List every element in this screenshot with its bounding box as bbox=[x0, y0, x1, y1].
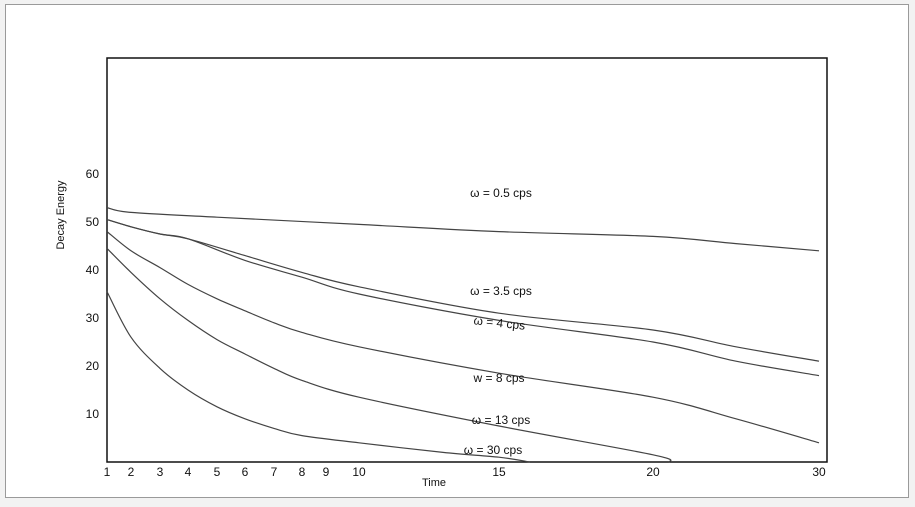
series-label: ω = 13 cps bbox=[472, 413, 530, 427]
series-label: ω = 0.5 cps bbox=[470, 186, 532, 200]
series-lines bbox=[106, 207, 820, 463]
x-tick-label: 8 bbox=[299, 465, 306, 479]
x-tick-label: 4 bbox=[185, 465, 192, 479]
series-line bbox=[106, 291, 530, 463]
x-axis-label: Time bbox=[422, 477, 446, 489]
x-tick-label: 6 bbox=[242, 465, 249, 479]
decay-energy-chart: 10 20 30 40 50 60 1 2 3 4 5 6 7 8 9 10 15 20 30 ω = 0.5 c… bbox=[55, 57, 828, 489]
x-tick-label: 3 bbox=[157, 465, 164, 479]
x-tick-label: 20 bbox=[646, 465, 660, 479]
x-tick-label: 7 bbox=[271, 465, 278, 479]
y-tick-label: 60 bbox=[86, 167, 100, 181]
x-tick-label: 5 bbox=[214, 465, 221, 479]
series-line bbox=[106, 207, 820, 252]
x-tick-label: 1 bbox=[104, 465, 111, 479]
y-axis-label: Decay Energy bbox=[55, 180, 67, 250]
series-label: ω = 4 cps bbox=[473, 313, 526, 332]
y-tick-label: 50 bbox=[86, 215, 100, 229]
series-label: w = 8 cps bbox=[472, 371, 524, 385]
y-axis-ticks: 10 20 30 40 50 60 bbox=[86, 167, 100, 421]
y-tick-label: 10 bbox=[86, 407, 100, 421]
series-label: ω = 3.5 cps bbox=[470, 284, 532, 298]
x-tick-label: 15 bbox=[492, 465, 506, 479]
y-tick-label: 40 bbox=[86, 263, 100, 277]
x-tick-label: 10 bbox=[352, 465, 366, 479]
series-labels: ω = 0.5 cps ω = 3.5 cps ω = 4 cps w = 8 cps… bbox=[464, 186, 532, 457]
chart-frame: 10 20 30 40 50 60 1 2 3 4 5 6 7 8 9 10 15 20 30 ω = 0.5 c… bbox=[5, 4, 909, 498]
y-tick-label: 20 bbox=[86, 359, 100, 373]
y-tick-label: 30 bbox=[86, 311, 100, 325]
x-tick-label: 9 bbox=[323, 465, 330, 479]
plot-area bbox=[106, 57, 828, 463]
series-line bbox=[106, 231, 820, 444]
series-line bbox=[106, 219, 820, 377]
x-tick-label: 2 bbox=[128, 465, 135, 479]
series-line bbox=[106, 247, 672, 463]
x-tick-label: 30 bbox=[812, 465, 826, 479]
series-label: ω = 30 cps bbox=[464, 443, 522, 457]
x-axis-ticks: 1 2 3 4 5 6 7 8 9 10 15 20 30 bbox=[104, 465, 826, 479]
